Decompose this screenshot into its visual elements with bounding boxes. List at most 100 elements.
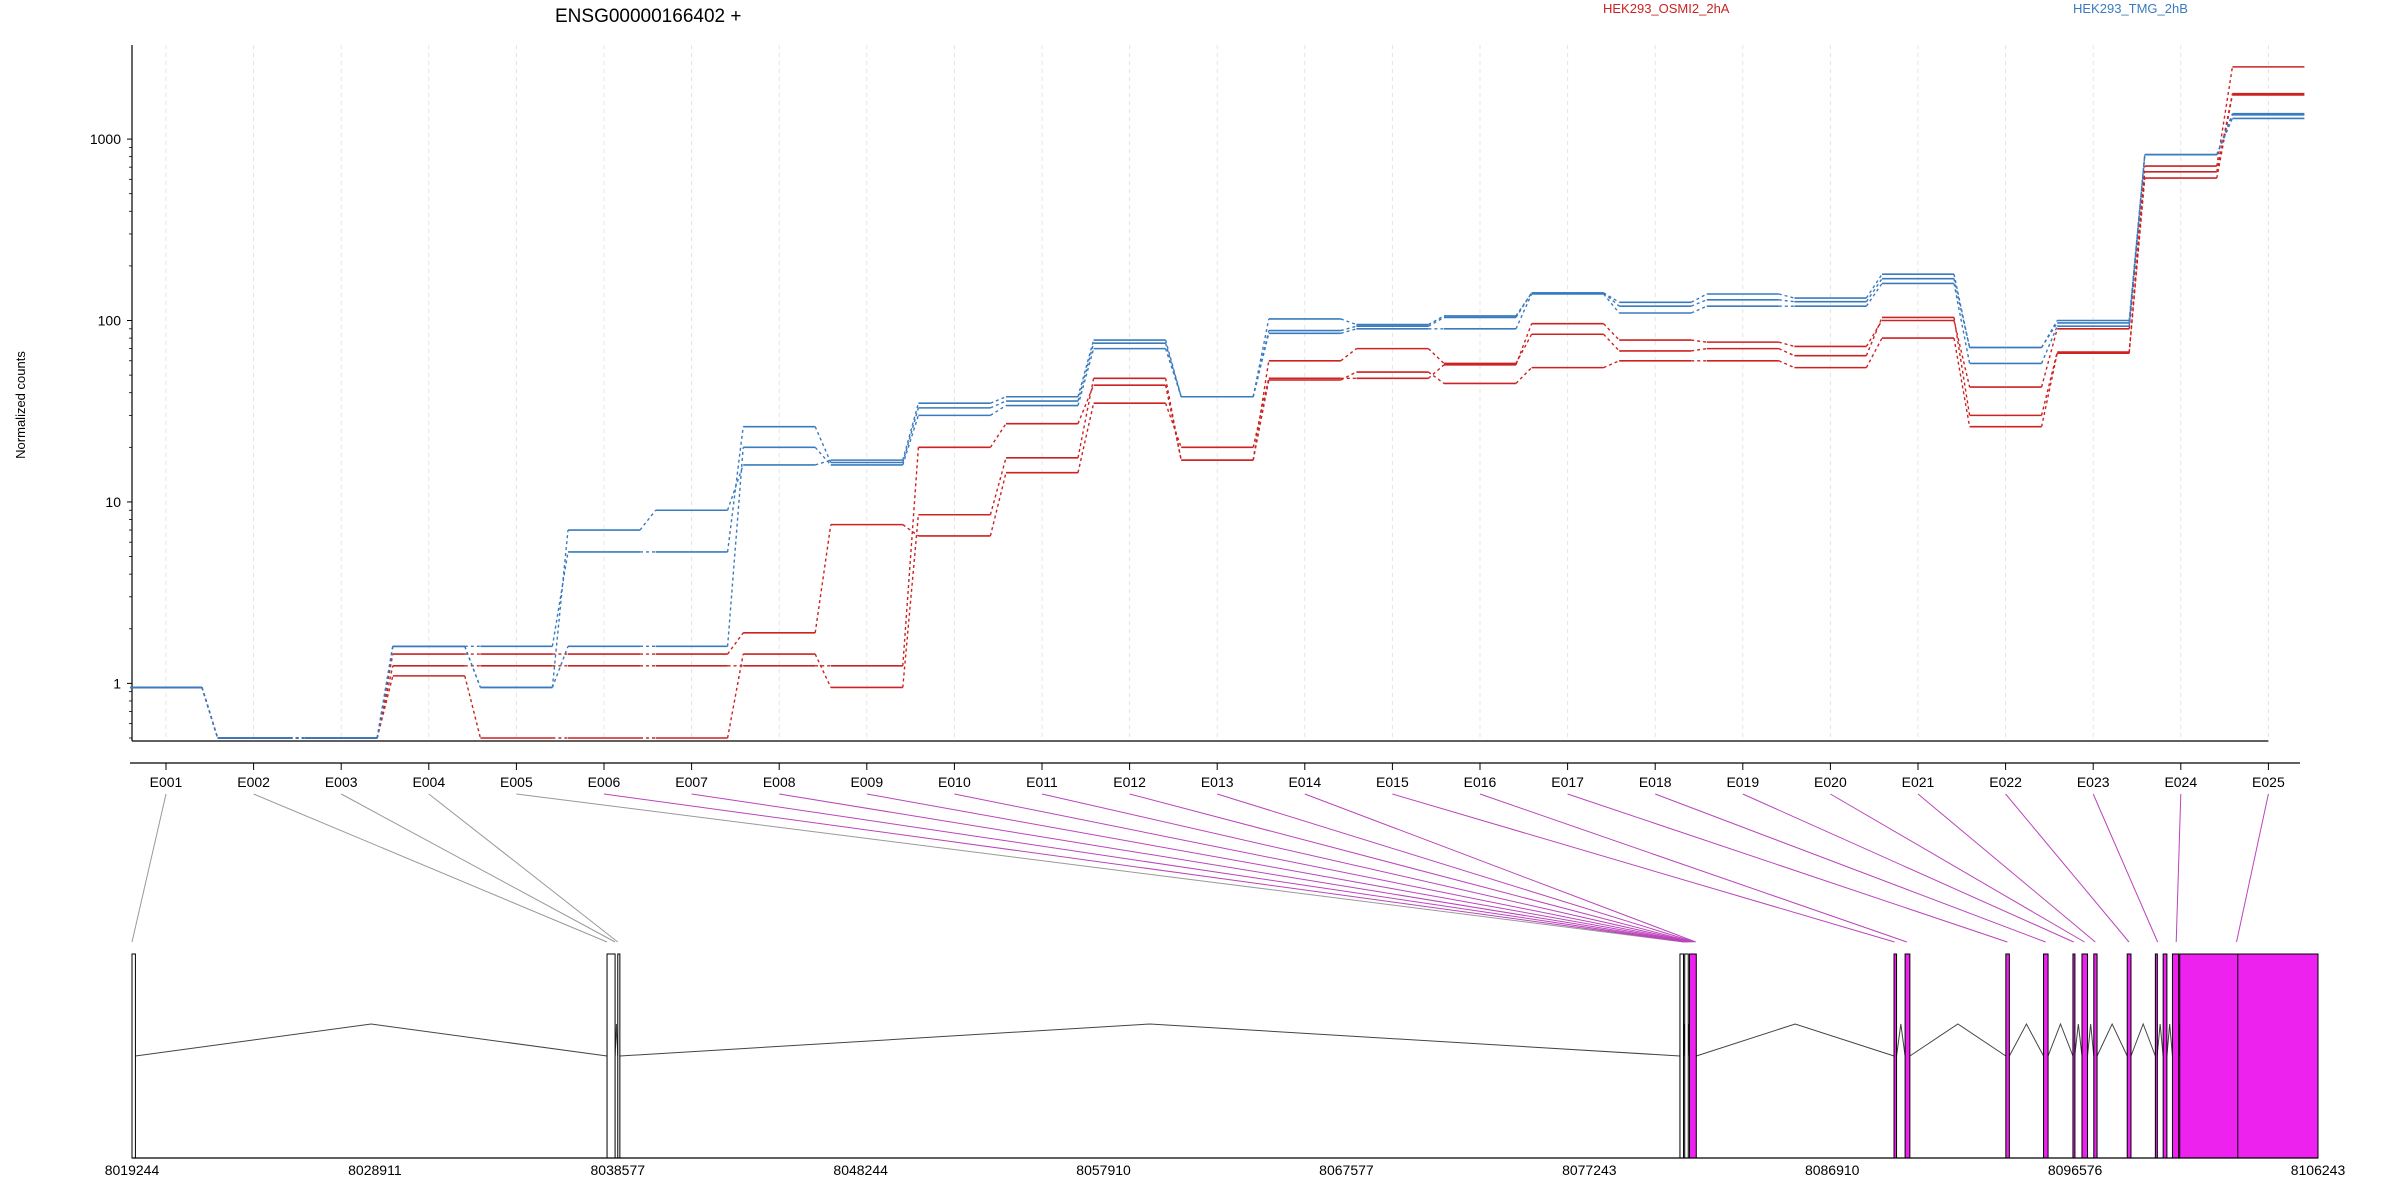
series-connector (990, 400, 1007, 409)
exon-link-lines (131, 793, 2269, 943)
x-tick-label-E024: E024 (2164, 774, 2197, 790)
genome-axis: 8019244 8028911 8038577 8048244 8057910 80675… (105, 1157, 2345, 1178)
series-connector (551, 529, 569, 688)
series-connector (1603, 323, 1620, 341)
exon-block-9 (2005, 953, 2010, 1159)
series-connector (1515, 323, 1533, 366)
exon-link-E009 (866, 793, 1689, 943)
exon-block-10 (2043, 953, 2049, 1159)
series-connector (1865, 283, 1883, 307)
series-connector (1603, 333, 1620, 352)
series-connector (376, 646, 394, 739)
exon-link-E012 (1129, 793, 1693, 943)
intron-line (2074, 1023, 2083, 1057)
exon-block-1 (131, 953, 136, 1159)
series-connector (1077, 378, 1095, 458)
series-connector (727, 632, 744, 655)
genome-tick-label: 8028911 (348, 1162, 402, 1178)
x-tick-label-E014: E014 (1288, 774, 1321, 790)
exon-link-E015 (1392, 793, 1895, 943)
genome-tick-label: 8086910 (1805, 1162, 1860, 1178)
exon-link-E004 (428, 793, 619, 943)
x-tick-label-E017: E017 (1551, 774, 1584, 790)
series-connector (726, 653, 744, 739)
y-tick-label: 1 (113, 675, 121, 691)
y-axis-label: Normalized counts (13, 351, 28, 459)
y-tick-label: 10 (105, 494, 121, 510)
series-connector (376, 665, 394, 739)
series-connector (1865, 317, 1883, 356)
series-connector (1428, 315, 1445, 326)
genome-tick-label: 8077243 (1562, 1162, 1617, 1178)
exon-block-4 (1679, 953, 1684, 1159)
series-connector (1427, 364, 1445, 379)
series-connector (1515, 293, 1533, 330)
intron-line (619, 1023, 1680, 1057)
series-connector (1865, 320, 1883, 347)
genome-tick-label: 8048244 (833, 1162, 888, 1178)
series-connector (2040, 325, 2058, 364)
series-connector (1691, 339, 1707, 343)
y-axis: 1 10 100 1000 (90, 45, 133, 741)
exon-block-5 (1684, 953, 1689, 1159)
exon-structure-track (131, 953, 2319, 1159)
series-connector (902, 514, 920, 688)
series-connector (726, 464, 744, 511)
series-connector (1077, 348, 1095, 406)
series-connector (1340, 348, 1357, 362)
x-tick-label-E022: E022 (1989, 774, 2022, 790)
series-connector (989, 472, 1007, 537)
series-lines (130, 66, 2305, 739)
series-connector (2040, 328, 2058, 388)
x-tick-label-E008: E008 (763, 774, 796, 790)
series-connector (1077, 384, 1095, 424)
series-connector (902, 407, 920, 463)
x-tick-label-E005: E005 (500, 774, 533, 790)
exon-block-3 (617, 953, 621, 1159)
genome-tick-label: 8057910 (1076, 1162, 1131, 1178)
exon-link-E018 (1655, 793, 2046, 943)
series-connector (1690, 305, 1708, 314)
exon-link-E021 (1917, 793, 2096, 943)
series-connector (2216, 66, 2234, 167)
series-connector (1603, 360, 1620, 369)
genome-tick-label: 8038577 (591, 1162, 646, 1178)
series-connector (989, 457, 1007, 515)
exon-link-E003 (340, 793, 616, 943)
series-connector (1865, 337, 1883, 368)
series-connector (1603, 292, 1620, 303)
series-connector (902, 447, 920, 666)
series-connector (1252, 318, 1270, 397)
series-connector (990, 396, 1007, 404)
series-connector (1164, 403, 1182, 448)
exon-block-15 (2154, 953, 2158, 1159)
x-tick-label-E001: E001 (150, 774, 183, 790)
y-tick-label: 100 (98, 313, 122, 329)
legend-label-tmg: HEK293_TMG_2hB (2073, 1, 2188, 16)
x-tick-label-E016: E016 (1464, 774, 1497, 790)
series-connector (814, 446, 832, 466)
exon-block-8 (1904, 953, 1911, 1159)
series-connector (1953, 283, 1971, 364)
x-tick-label-E007: E007 (675, 774, 708, 790)
series-connector (1778, 360, 1795, 369)
exon-block-12 (2081, 953, 2089, 1159)
series-connector (1077, 339, 1095, 397)
series-connector (1690, 293, 1708, 303)
intron-line (2096, 1022, 2128, 1057)
series-connector (1953, 320, 1971, 388)
series-connector (814, 653, 832, 688)
genome-tick-label: 8019244 (105, 1162, 160, 1178)
exon-block-14 (2126, 953, 2132, 1159)
series-connector (464, 675, 482, 739)
exon-block-7 (1893, 953, 1898, 1159)
series-connector (1953, 337, 1971, 427)
intron-line (1896, 1023, 1906, 1057)
series-connector (1778, 293, 1795, 299)
exon-link-E011 (1041, 793, 1692, 943)
series-connector (1953, 274, 1971, 348)
series-connector (1428, 316, 1445, 327)
x-tick-label-E011: E011 (1026, 774, 1058, 790)
exon-link-E006 (603, 793, 1685, 943)
